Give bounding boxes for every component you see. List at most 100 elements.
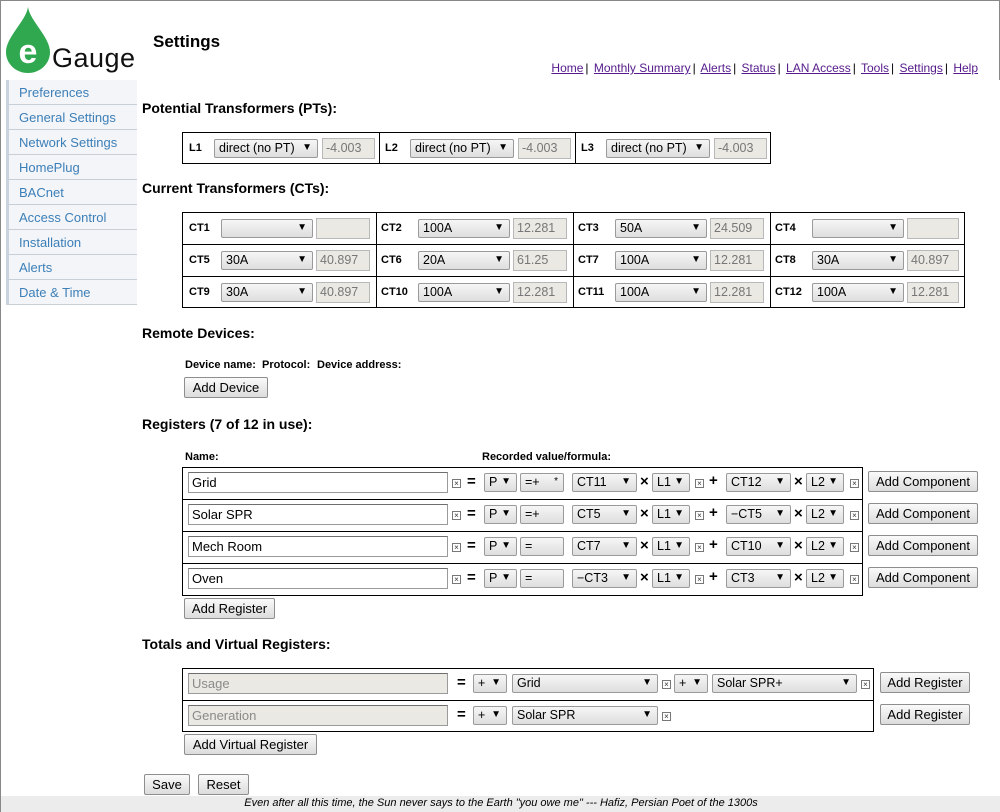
component-source-select[interactable]: CT7 ▼ — [572, 537, 637, 556]
pt-type-select[interactable]: direct (no PT) ▼ — [410, 139, 514, 158]
register-name-input[interactable]: Mech Room — [188, 536, 448, 557]
component-line-select[interactable]: L2 ▼ — [806, 505, 844, 524]
reset-button[interactable]: Reset — [198, 774, 249, 795]
component-line-select[interactable]: L1 ▼ — [652, 569, 690, 588]
register-type-select[interactable]: P ▼ — [484, 505, 517, 524]
remove-term-icon[interactable]: × — [662, 712, 671, 721]
virtual-source-select[interactable]: Solar SPR+ ▼ — [712, 674, 857, 693]
pt-type-select[interactable]: direct (no PT) ▼ — [214, 139, 318, 158]
register-name-input[interactable]: Grid — [188, 472, 448, 493]
chevron-down-icon: ▼ — [491, 677, 501, 688]
remove-component-icon[interactable]: × — [695, 479, 704, 488]
register-mode-select[interactable]: =+ * — [520, 473, 564, 492]
add-component-button[interactable]: Add Component — [868, 535, 978, 556]
ct-type-select[interactable]: ▼ — [221, 219, 313, 238]
add-component-button[interactable]: Add Component — [868, 567, 978, 588]
sidebar-item-network-settings[interactable]: Network Settings — [6, 130, 137, 155]
remove-component-icon[interactable]: × — [850, 543, 859, 552]
nav-monthly-summary-link[interactable]: Monthly Summary — [593, 61, 691, 75]
nav-settings-link[interactable]: Settings — [899, 61, 943, 75]
nav-tools-link[interactable]: Tools — [861, 61, 890, 75]
remove-component-icon[interactable]: × — [850, 479, 859, 488]
ct-type-select[interactable]: 20A ▼ — [418, 251, 510, 270]
ct-type-select[interactable]: ▼ — [812, 219, 904, 238]
sidebar-item-homeplug[interactable]: HomePlug — [6, 155, 137, 180]
equals-sign: = — [457, 674, 466, 691]
virtual-op-select[interactable]: + ▼ — [674, 674, 708, 693]
nav-status-link[interactable]: Status — [741, 61, 776, 75]
component-source-select[interactable]: CT12 ▼ — [726, 473, 791, 492]
register-name-input[interactable]: Solar SPR — [188, 504, 448, 525]
component-line-select[interactable]: L2 ▼ — [806, 569, 844, 588]
remove-term-icon[interactable]: × — [662, 680, 671, 689]
ct-type-select[interactable]: 100A ▼ — [418, 283, 510, 302]
remove-register-icon[interactable]: × — [452, 511, 461, 520]
nav-alerts-link[interactable]: Alerts — [700, 61, 732, 75]
component-line-select[interactable]: L2 ▼ — [806, 537, 844, 556]
register-mode-select[interactable]: = — [520, 537, 564, 556]
component-source-select[interactable]: −CT3 ▼ — [572, 569, 637, 588]
register-type-select[interactable]: P ▼ — [484, 473, 517, 492]
add-register-button[interactable]: Add Register — [184, 598, 275, 619]
ct-type-select[interactable]: 100A ▼ — [418, 219, 510, 238]
add-component-button[interactable]: Add Component — [868, 471, 978, 492]
component-line-select[interactable]: L1 ▼ — [652, 505, 690, 524]
sidebar-item-date-time[interactable]: Date & Time — [6, 280, 137, 305]
virtual-op-select[interactable]: + ▼ — [473, 674, 507, 693]
register-type-select[interactable]: P ▼ — [484, 537, 517, 556]
component-source-select[interactable]: CT3 ▼ — [726, 569, 791, 588]
register-name-input[interactable]: Oven — [188, 568, 448, 589]
remove-term-icon[interactable]: × — [861, 680, 870, 689]
component-source-select[interactable]: CT5 ▼ — [572, 505, 637, 524]
remove-register-icon[interactable]: × — [452, 543, 461, 552]
sidebar-item-installation[interactable]: Installation — [6, 230, 137, 255]
add-virtual-register-button[interactable]: Add Virtual Register — [184, 734, 317, 755]
remove-component-icon[interactable]: × — [850, 575, 859, 584]
ct-type-select[interactable]: 100A ▼ — [812, 283, 904, 302]
register-type-select[interactable]: P ▼ — [484, 569, 517, 588]
sidebar-item-access-control[interactable]: Access Control — [6, 205, 137, 230]
chevron-down-icon: ▼ — [841, 677, 851, 688]
ct-type-select[interactable]: 50A ▼ — [615, 219, 707, 238]
sidebar-item-general-settings[interactable]: General Settings — [6, 105, 137, 130]
remove-component-icon[interactable]: × — [695, 575, 704, 584]
remove-component-icon[interactable]: × — [850, 511, 859, 520]
sidebar-item-alerts[interactable]: Alerts — [6, 255, 137, 280]
remove-component-icon[interactable]: × — [695, 543, 704, 552]
nav-lan-access-link[interactable]: LAN Access — [786, 61, 851, 75]
add-device-button[interactable]: Add Device — [184, 377, 268, 398]
ct-type-select[interactable]: 100A ▼ — [615, 283, 707, 302]
add-component-button[interactable]: Add Component — [868, 503, 978, 524]
nav-home-link[interactable]: Home — [551, 61, 584, 75]
remove-component-icon[interactable]: × — [695, 511, 704, 520]
sidebar-item-bacnet[interactable]: BACnet — [6, 180, 137, 205]
register-mode-select[interactable]: = — [520, 569, 564, 588]
ct-type-select[interactable]: 30A ▼ — [221, 283, 313, 302]
ct-type-select[interactable]: 30A ▼ — [221, 251, 313, 270]
pt-value: -4.003 — [714, 138, 767, 159]
register-mode-select[interactable]: =+ — [520, 505, 564, 524]
component-source-select[interactable]: CT10 ▼ — [726, 537, 791, 556]
remove-register-icon[interactable]: × — [452, 575, 461, 584]
component-source-select[interactable]: −CT5 ▼ — [726, 505, 791, 524]
save-button[interactable]: Save — [144, 774, 190, 795]
component-source-select[interactable]: CT11 ▼ — [572, 473, 637, 492]
remove-register-icon[interactable]: × — [452, 479, 461, 488]
ct-type-select[interactable]: 100A ▼ — [615, 251, 707, 270]
ct-value: 12.281 — [513, 218, 567, 239]
sidebar-item-preferences[interactable]: Preferences — [6, 80, 137, 105]
component-line-select[interactable]: L1 ▼ — [652, 537, 690, 556]
add-register-to-virtual-button[interactable]: Add Register — [880, 704, 970, 725]
ct-label: CT12 — [775, 286, 802, 298]
virtual-register-name-input[interactable]: Generation — [188, 705, 448, 726]
ct-type-select[interactable]: 30A ▼ — [812, 251, 904, 270]
virtual-source-select[interactable]: Grid ▼ — [512, 674, 658, 693]
component-line-select[interactable]: L1 ▼ — [652, 473, 690, 492]
add-register-to-virtual-button[interactable]: Add Register — [880, 672, 970, 693]
virtual-op-select[interactable]: + ▼ — [473, 706, 507, 725]
virtual-source-select[interactable]: Solar SPR ▼ — [512, 706, 658, 725]
component-line-select[interactable]: L2 ▼ — [806, 473, 844, 492]
virtual-register-name-input[interactable]: Usage — [188, 673, 448, 694]
pt-type-select[interactable]: direct (no PT) ▼ — [606, 139, 710, 158]
nav-help-link[interactable]: Help — [953, 61, 978, 75]
